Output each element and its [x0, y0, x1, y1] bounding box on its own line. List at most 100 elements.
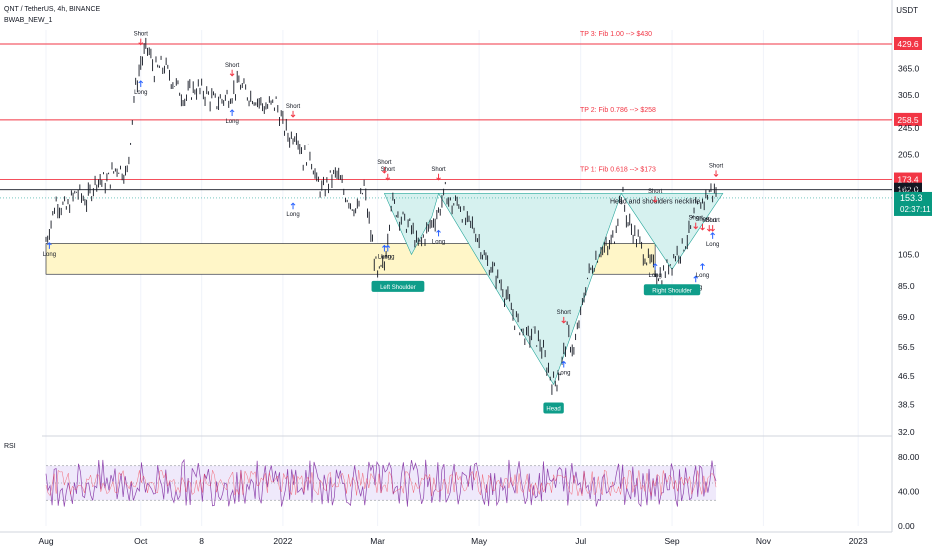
long-arrow-icon: [561, 360, 567, 368]
long-arrow-icon: [436, 229, 441, 237]
long-arrow-icon: [385, 244, 391, 252]
long-arrow-icon: [290, 202, 296, 210]
price-tick-label: 305.0: [898, 90, 920, 100]
short-arrow-icon: [700, 223, 705, 231]
short-arrow-icon: [693, 222, 699, 230]
time-tick-label: Sep: [664, 536, 679, 546]
indicator-label[interactable]: BWAB_NEW_1: [4, 17, 53, 24]
last-price-text: 153.3: [900, 193, 923, 203]
pattern-badge-text: Left Shoulder: [380, 285, 416, 291]
tp-label: TP 2: Fib 0.786 --> $258: [580, 107, 656, 114]
time-tick-label: May: [471, 536, 488, 546]
long-label: Long: [134, 90, 147, 96]
short-label: Short: [648, 189, 663, 195]
long-arrow-icon: [693, 275, 699, 283]
tp-badge-text: 429.6: [897, 39, 919, 49]
price-tick-label: 69.0: [898, 312, 915, 322]
right-shoulder-zone: [620, 193, 724, 270]
price-tick-label: 105.0: [898, 249, 920, 259]
price-tick-label: 38.5: [898, 399, 915, 409]
tp-label: TP 1: Fib 0.618 --> $173: [580, 167, 656, 174]
long-label: Long: [648, 273, 661, 279]
rsi-title: RSI: [4, 443, 16, 450]
pattern-labels: Left Shoulder Head Right Shoulder: [371, 280, 701, 414]
short-arrow-icon: [382, 166, 387, 174]
time-tick-label: Aug: [38, 536, 53, 546]
short-label: Short: [695, 217, 710, 223]
symbol-title[interactable]: QNT / TetherUS, 4h, BINANCE: [4, 6, 101, 13]
time-tick-label: Mar: [370, 536, 385, 546]
long-arrow-icon: [138, 80, 144, 87]
price-tick-label: 85.0: [898, 281, 915, 291]
long-label: Long: [706, 242, 719, 248]
time-axis[interactable]: Aug Oct 8 2022 Mar May Jul Sep Nov 2023: [38, 536, 867, 546]
short-label: Short: [381, 167, 396, 173]
price-tick-label: 365.0: [898, 63, 920, 73]
pattern-badge: [643, 284, 701, 296]
rsi-tick-label: 40.00: [898, 487, 920, 497]
short-label: Short: [134, 32, 149, 38]
short-arrow-icon: [436, 173, 441, 181]
short-arrow-icon: [229, 69, 235, 77]
short-label: Short: [557, 310, 572, 316]
tp-badge: [894, 172, 922, 186]
pattern-badge-text: Right Shoulder: [652, 288, 692, 294]
rsi-tick-label: 80.00: [898, 452, 920, 462]
short-label: Short: [377, 160, 392, 166]
time-tick-label: Nov: [756, 536, 772, 546]
short-label: Short: [702, 218, 717, 224]
price-axis[interactable]: 365.0 305.0 245.0 205.0 165.0 105.0 85.0 69.0 56…: [898, 63, 920, 437]
long-label: Long: [381, 255, 394, 261]
short-label: Short: [705, 218, 720, 224]
short-label: Short: [286, 104, 301, 110]
short-arrow-icon: [652, 196, 658, 203]
tp-label: TP 3: Fib 1.00 --> $430: [580, 31, 652, 38]
long-label: Long: [225, 119, 238, 125]
short-arrow-icon: [290, 110, 296, 118]
long-label: Long: [557, 370, 570, 376]
pattern-zones: [45, 193, 724, 386]
price-series: [45, 37, 717, 395]
tp-badge: [894, 112, 922, 126]
time-tick-label: 8: [199, 536, 204, 546]
long-arrow-icon: [710, 232, 716, 239]
long-arrow-icon: [700, 263, 705, 270]
last-price-badge: [894, 191, 932, 216]
short-label: Short: [709, 163, 724, 169]
pattern-badge: [371, 280, 425, 292]
tp-badge: [894, 37, 922, 50]
short-arrow-icon: [713, 170, 719, 178]
long-arrow-icon: [652, 263, 658, 270]
currency-label: USDT: [896, 6, 918, 15]
pattern-badge: [543, 402, 564, 414]
price-tick-label: 165.0: [898, 182, 920, 192]
tp-badge-text: 173.4: [897, 175, 919, 185]
rsi-tick-label: 0.00: [898, 521, 915, 531]
grid: [0, 0, 893, 533]
left-shoulder-zone: [383, 193, 439, 256]
short-label: Short: [431, 167, 446, 173]
long-label: Long: [696, 273, 709, 279]
neckline-badge-text: 162.0: [897, 185, 919, 195]
short-arrow-icon: [561, 316, 567, 324]
tp-badge-text: 258.5: [897, 115, 919, 125]
countdown-text: 02:37:11: [900, 205, 931, 214]
long-label: Long: [432, 239, 445, 245]
price-tick-label: 32.0: [898, 427, 915, 437]
long-arrow-icon: [47, 242, 52, 249]
price-tick-label: 56.5: [898, 342, 915, 352]
pattern-badge-text: Head: [546, 406, 560, 412]
price-tick-label: 245.0: [898, 123, 920, 133]
long-label: Long: [43, 252, 56, 258]
long-arrow-icon: [229, 109, 235, 116]
price-tick-label: 205.0: [898, 150, 920, 160]
long-label: Long: [378, 255, 391, 261]
short-label: Short: [225, 63, 240, 69]
short-label: Short: [689, 216, 704, 222]
short-arrow-icon: [706, 225, 712, 232]
short-arrow-icon: [385, 173, 391, 181]
long-arrow-icon: [382, 244, 387, 252]
